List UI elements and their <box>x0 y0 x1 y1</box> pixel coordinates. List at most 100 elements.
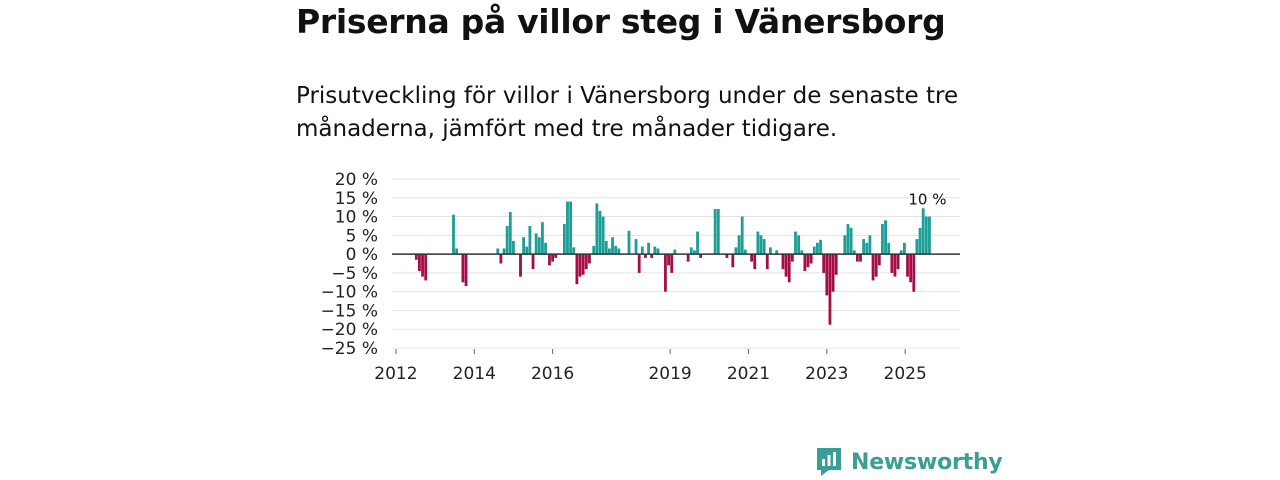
y-tick-label: 20 % <box>335 170 378 190</box>
bar <box>753 254 757 270</box>
bar <box>843 235 847 255</box>
bar <box>921 208 925 255</box>
bar <box>834 254 838 275</box>
brand-logo: Newsworthy <box>815 447 1003 477</box>
bar <box>696 231 699 255</box>
bar <box>881 224 884 255</box>
bar <box>670 254 674 273</box>
x-tick-label: 2016 <box>531 364 574 384</box>
bar <box>699 254 703 258</box>
bar <box>825 254 829 296</box>
bar <box>806 254 810 268</box>
bar <box>455 248 459 255</box>
bars <box>414 201 931 325</box>
bar <box>640 246 644 255</box>
bar <box>759 235 763 255</box>
bar <box>548 254 551 266</box>
bar <box>787 254 791 283</box>
bar <box>667 254 670 266</box>
bar <box>637 254 641 273</box>
bar <box>831 254 835 292</box>
x-tick-label: 2025 <box>884 364 927 384</box>
bar <box>859 254 862 262</box>
bar <box>644 254 647 258</box>
bar <box>566 201 569 255</box>
newsworthy-icon <box>817 448 841 476</box>
bar <box>562 224 566 255</box>
bar <box>505 225 509 255</box>
chart-title: Priserna på villor steg i Vänersborg <box>296 2 946 41</box>
bar <box>551 254 555 262</box>
bar <box>884 220 887 255</box>
bar <box>581 254 585 275</box>
bar <box>588 254 591 264</box>
bar <box>464 254 468 287</box>
bar <box>572 247 576 255</box>
bar <box>928 216 931 255</box>
bar <box>537 237 541 255</box>
bar <box>819 239 822 255</box>
bar <box>740 216 744 255</box>
bar <box>499 254 503 264</box>
bar <box>531 254 535 270</box>
bar <box>544 242 547 255</box>
bar <box>906 254 909 277</box>
y-tick-label: −25 % <box>321 339 378 359</box>
bar <box>862 239 866 255</box>
bar <box>909 254 913 283</box>
bar <box>522 237 526 255</box>
bar <box>918 227 922 255</box>
bar <box>846 224 850 255</box>
bar <box>461 254 465 283</box>
bar <box>664 254 667 292</box>
bar <box>650 254 654 258</box>
bar <box>899 250 903 255</box>
x-tick-label: 2021 <box>727 364 770 384</box>
bar <box>725 254 729 258</box>
bar <box>598 210 602 255</box>
bar <box>713 209 717 255</box>
bar <box>750 254 753 262</box>
bar <box>452 214 455 255</box>
bar <box>731 254 735 268</box>
bar <box>617 248 621 255</box>
bar <box>902 242 906 255</box>
bar <box>852 250 856 255</box>
bar <box>756 231 760 255</box>
bar <box>595 203 599 255</box>
bar <box>528 225 532 255</box>
bar <box>647 242 650 255</box>
y-tick-label: −20 % <box>321 320 378 340</box>
y-axis: 20 %15 %10 %5 %0 %−5 %−10 %−15 %−20 %−25… <box>321 170 378 359</box>
bar <box>890 254 894 273</box>
bar <box>849 227 853 255</box>
y-tick-label: 15 % <box>335 189 378 209</box>
bar <box>924 216 928 255</box>
bar <box>893 254 897 277</box>
y-tick-label: 0 % <box>346 245 378 265</box>
y-tick-label: −10 % <box>321 283 378 303</box>
bar <box>828 254 832 325</box>
bar <box>816 242 819 255</box>
x-tick-label: 2019 <box>648 364 691 384</box>
bar <box>424 254 428 281</box>
bar <box>762 239 766 255</box>
bar <box>686 254 690 262</box>
bar <box>912 254 916 292</box>
bar <box>592 245 596 255</box>
bar <box>627 230 631 255</box>
x-axis: 2012 2014 2016 2019 2021 2023 2025 <box>374 349 927 384</box>
bar <box>414 254 418 260</box>
bar <box>797 235 801 255</box>
bar <box>611 237 614 255</box>
bar <box>865 242 869 255</box>
y-tick-label: −5 % <box>331 264 378 284</box>
bar <box>887 242 891 255</box>
y-tick-label: −15 % <box>321 301 378 321</box>
bar <box>418 254 421 272</box>
bar <box>673 249 677 255</box>
bar <box>502 248 506 255</box>
bar <box>784 254 788 277</box>
bar <box>693 250 696 255</box>
